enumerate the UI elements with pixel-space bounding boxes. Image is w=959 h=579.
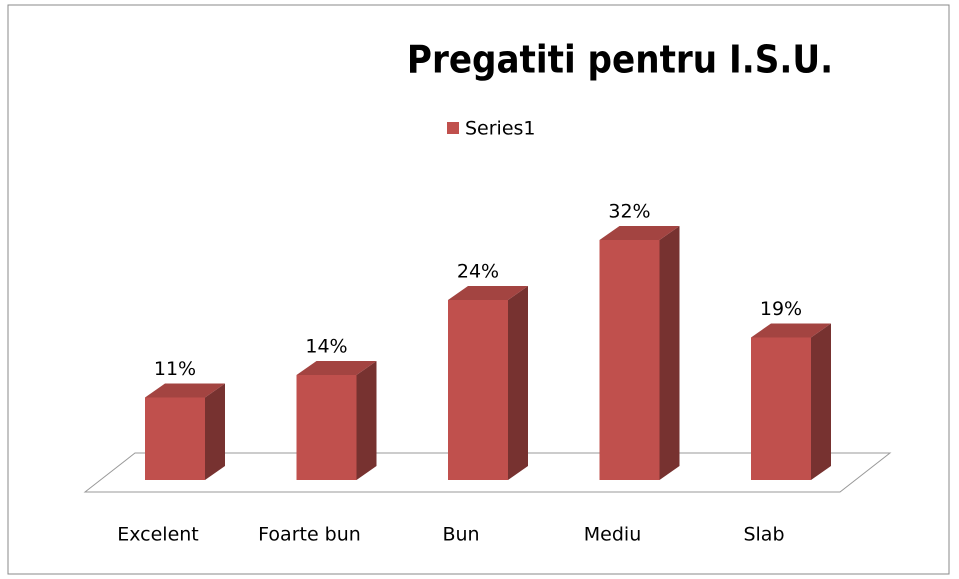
bar-side [659, 226, 680, 480]
x-tick-label: Mediu [584, 524, 641, 546]
bar [751, 337, 811, 480]
bar [599, 240, 660, 480]
bar [296, 375, 357, 480]
bar [448, 300, 508, 480]
data-label: 11% [154, 358, 196, 380]
data-label: 19% [760, 298, 802, 320]
bar-top [145, 383, 225, 398]
bar-top [751, 323, 831, 338]
bar-side [205, 383, 225, 480]
bar-top [296, 361, 377, 375]
bar-side [508, 286, 528, 480]
bar-side [811, 323, 831, 480]
x-tick-label: Slab [743, 524, 784, 546]
bar-side [356, 361, 377, 480]
x-tick-label: Excelent [117, 524, 199, 546]
bar-top [448, 286, 528, 300]
x-tick-label: Foarte bun [258, 524, 361, 546]
chart-title: Pregatiti pentru I.S.U. [407, 38, 833, 82]
legend-swatch [447, 122, 459, 134]
legend-label: Series1 [465, 118, 536, 140]
bar-top [599, 226, 680, 240]
bar [145, 397, 205, 480]
data-label: 32% [608, 201, 650, 223]
data-label: 24% [457, 261, 499, 283]
data-label: 14% [305, 336, 347, 358]
x-tick-label: Bun [442, 524, 479, 546]
